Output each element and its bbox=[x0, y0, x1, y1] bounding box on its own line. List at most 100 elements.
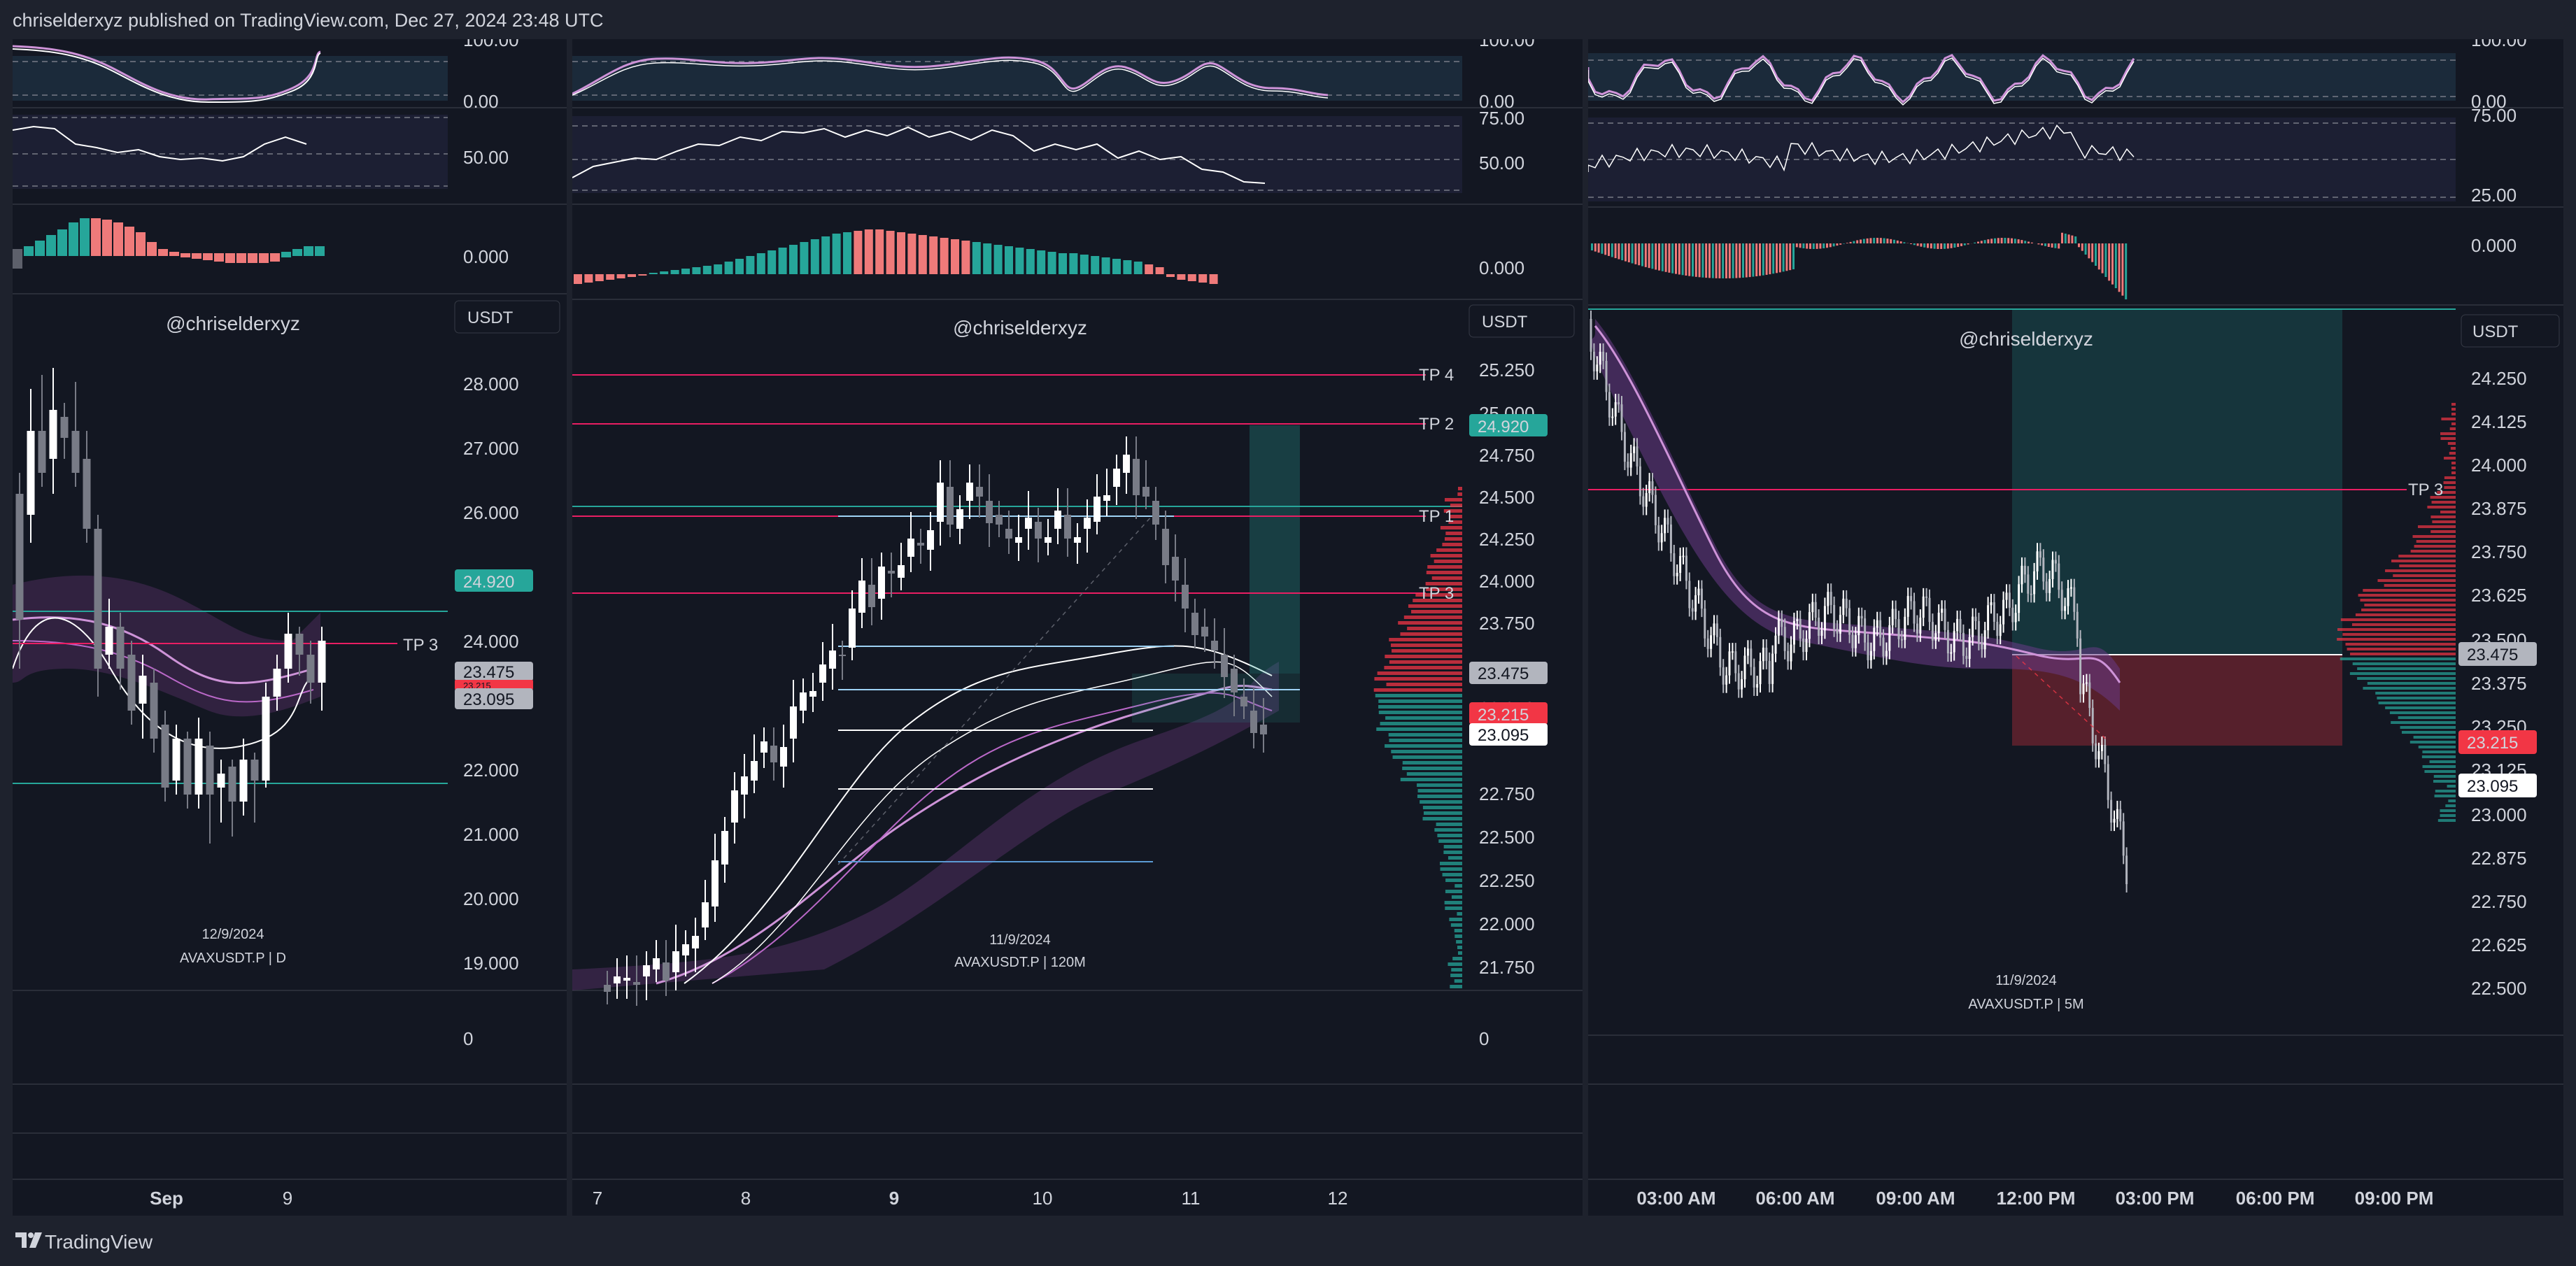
price-tick: 24.000 bbox=[1479, 571, 1535, 592]
price-axis[interactable]: 24.25024.12524.00023.87523.75023.62523.5… bbox=[2471, 368, 2527, 999]
currency-label: USDT bbox=[1482, 313, 1528, 332]
time-tick: 09:00 AM bbox=[1876, 1188, 1955, 1209]
candle-body bbox=[1704, 609, 1706, 639]
badge-text: 24.920 bbox=[463, 573, 514, 592]
time-axis[interactable]: 7 8 9 10 11 12 bbox=[593, 1188, 1348, 1209]
candle-body bbox=[1599, 352, 1601, 364]
chart-panel-120m[interactable]: @chriselderxyz 11/9/2024 AVAXUSDT.P | 12… bbox=[572, 39, 1583, 1216]
candle-body bbox=[1811, 602, 1813, 612]
candle-body bbox=[731, 790, 738, 823]
candle-body bbox=[2027, 574, 2029, 593]
candle-body bbox=[1984, 630, 1986, 649]
candle-body bbox=[672, 951, 679, 972]
candle-body bbox=[1698, 589, 1700, 596]
candle-body bbox=[1993, 602, 1995, 622]
candle-body bbox=[986, 501, 993, 523]
candle-body bbox=[117, 627, 125, 669]
candle-body bbox=[16, 494, 24, 620]
candle-body bbox=[106, 627, 113, 655]
time-tick: 9 bbox=[889, 1188, 899, 1209]
candle-body bbox=[2076, 612, 2079, 639]
candle-body bbox=[1944, 609, 1946, 630]
candle-body bbox=[2095, 744, 2097, 760]
tradingview-logo-icon[interactable] bbox=[14, 1230, 45, 1251]
brand-name: TradingView bbox=[45, 1231, 153, 1253]
candle-body bbox=[1756, 684, 1758, 688]
candle-body bbox=[1191, 613, 1198, 635]
time-tick: 06:00 AM bbox=[1755, 1188, 1834, 1209]
candle-body bbox=[1734, 651, 1736, 673]
candle-body bbox=[1608, 392, 1611, 417]
chart-canvas-daily[interactable]: @chriselderxyz 12/9/2024 AVAXUSDT.P | D … bbox=[13, 39, 567, 1216]
candle-body bbox=[1848, 609, 1850, 635]
candle-body bbox=[1987, 605, 1989, 630]
candle-body bbox=[947, 487, 954, 525]
candle-body bbox=[1938, 613, 1940, 633]
candle-body bbox=[2021, 566, 2023, 584]
badge-text: 23.095 bbox=[463, 690, 514, 709]
candle-body bbox=[1883, 638, 1885, 657]
candle-body bbox=[1602, 352, 1604, 361]
candle-body bbox=[1861, 616, 1863, 618]
candle-body bbox=[1240, 697, 1247, 706]
chart-panel-daily[interactable]: @chriselderxyz 12/9/2024 AVAXUSDT.P | D … bbox=[13, 39, 567, 1216]
candle-body bbox=[1864, 618, 1866, 642]
watermark: @chriselderxyz bbox=[166, 313, 300, 334]
candle-body bbox=[2064, 606, 2066, 611]
candle-body bbox=[2104, 745, 2106, 764]
price-tick: 22.500 bbox=[1479, 827, 1535, 848]
candle-body bbox=[1642, 497, 1644, 507]
candle-body bbox=[2046, 581, 2048, 593]
candle-body bbox=[1857, 616, 1860, 635]
candle-body bbox=[1123, 455, 1130, 473]
candle-body bbox=[2070, 588, 2072, 589]
chart-panel-5m[interactable]: @chriselderxyz 11/9/2024 AVAXUSDT.P | 5M… bbox=[1588, 39, 2563, 1216]
candle-body bbox=[1809, 612, 1811, 639]
candle-body bbox=[996, 515, 1003, 525]
candle-body bbox=[1925, 597, 1927, 598]
candle-body bbox=[72, 431, 80, 473]
long-position-target[interactable] bbox=[1250, 425, 1300, 674]
candle-body bbox=[1142, 487, 1149, 497]
candle-body bbox=[1885, 651, 1888, 657]
time-tick: 06:00 PM bbox=[2236, 1188, 2315, 1209]
candle-body bbox=[1729, 651, 1731, 675]
osc-tick: 100.00 bbox=[1479, 39, 1535, 50]
price-tick: 24.250 bbox=[1479, 529, 1535, 550]
candle-body bbox=[251, 760, 259, 781]
candle-body bbox=[1679, 556, 1681, 573]
candle-body bbox=[1790, 645, 1792, 662]
candle-body bbox=[2088, 683, 2090, 709]
candle-body bbox=[1821, 630, 1823, 636]
candle-body bbox=[1627, 462, 1629, 467]
candle-body bbox=[1765, 648, 1767, 661]
time-axis[interactable]: Sep 9 bbox=[150, 1188, 292, 1209]
long-position-entry[interactable] bbox=[1132, 674, 1300, 723]
candle-body bbox=[1787, 651, 1789, 662]
tp4-label: TP 4 bbox=[1419, 366, 1454, 385]
chart-canvas-120m[interactable]: @chriselderxyz 11/9/2024 AVAXUSDT.P | 12… bbox=[572, 39, 1583, 1216]
candle-body bbox=[262, 697, 270, 781]
candle-body bbox=[2009, 592, 2011, 608]
price-tick: 27.000 bbox=[463, 438, 519, 459]
candle-body bbox=[653, 958, 660, 969]
candle-body bbox=[1015, 537, 1022, 543]
currency-label: USDT bbox=[467, 308, 514, 327]
time-tick: 8 bbox=[741, 1188, 751, 1209]
price-tick: 28.000 bbox=[463, 374, 519, 394]
time-axis[interactable]: 03:00 AM 06:00 AM 09:00 AM 12:00 PM 03:0… bbox=[1636, 1188, 2433, 1209]
candle-body bbox=[1969, 637, 1971, 659]
candle-body bbox=[633, 982, 640, 985]
chart-canvas-5m[interactable]: @chriselderxyz 11/9/2024 AVAXUSDT.P | 5M… bbox=[1588, 39, 2563, 1216]
candle-body bbox=[1960, 619, 1962, 633]
badge-text: 23.215 bbox=[1478, 706, 1529, 725]
candle-body bbox=[2079, 639, 2081, 695]
macd-histogram bbox=[574, 229, 1218, 284]
candle-body bbox=[1879, 620, 1881, 638]
osc-tick: 100.00 bbox=[2471, 39, 2527, 50]
candle-body bbox=[614, 976, 621, 983]
candle-body bbox=[2123, 821, 2125, 855]
candle-body bbox=[2055, 560, 2057, 564]
candle-body bbox=[1771, 654, 1774, 684]
candle-body bbox=[1941, 609, 1943, 613]
